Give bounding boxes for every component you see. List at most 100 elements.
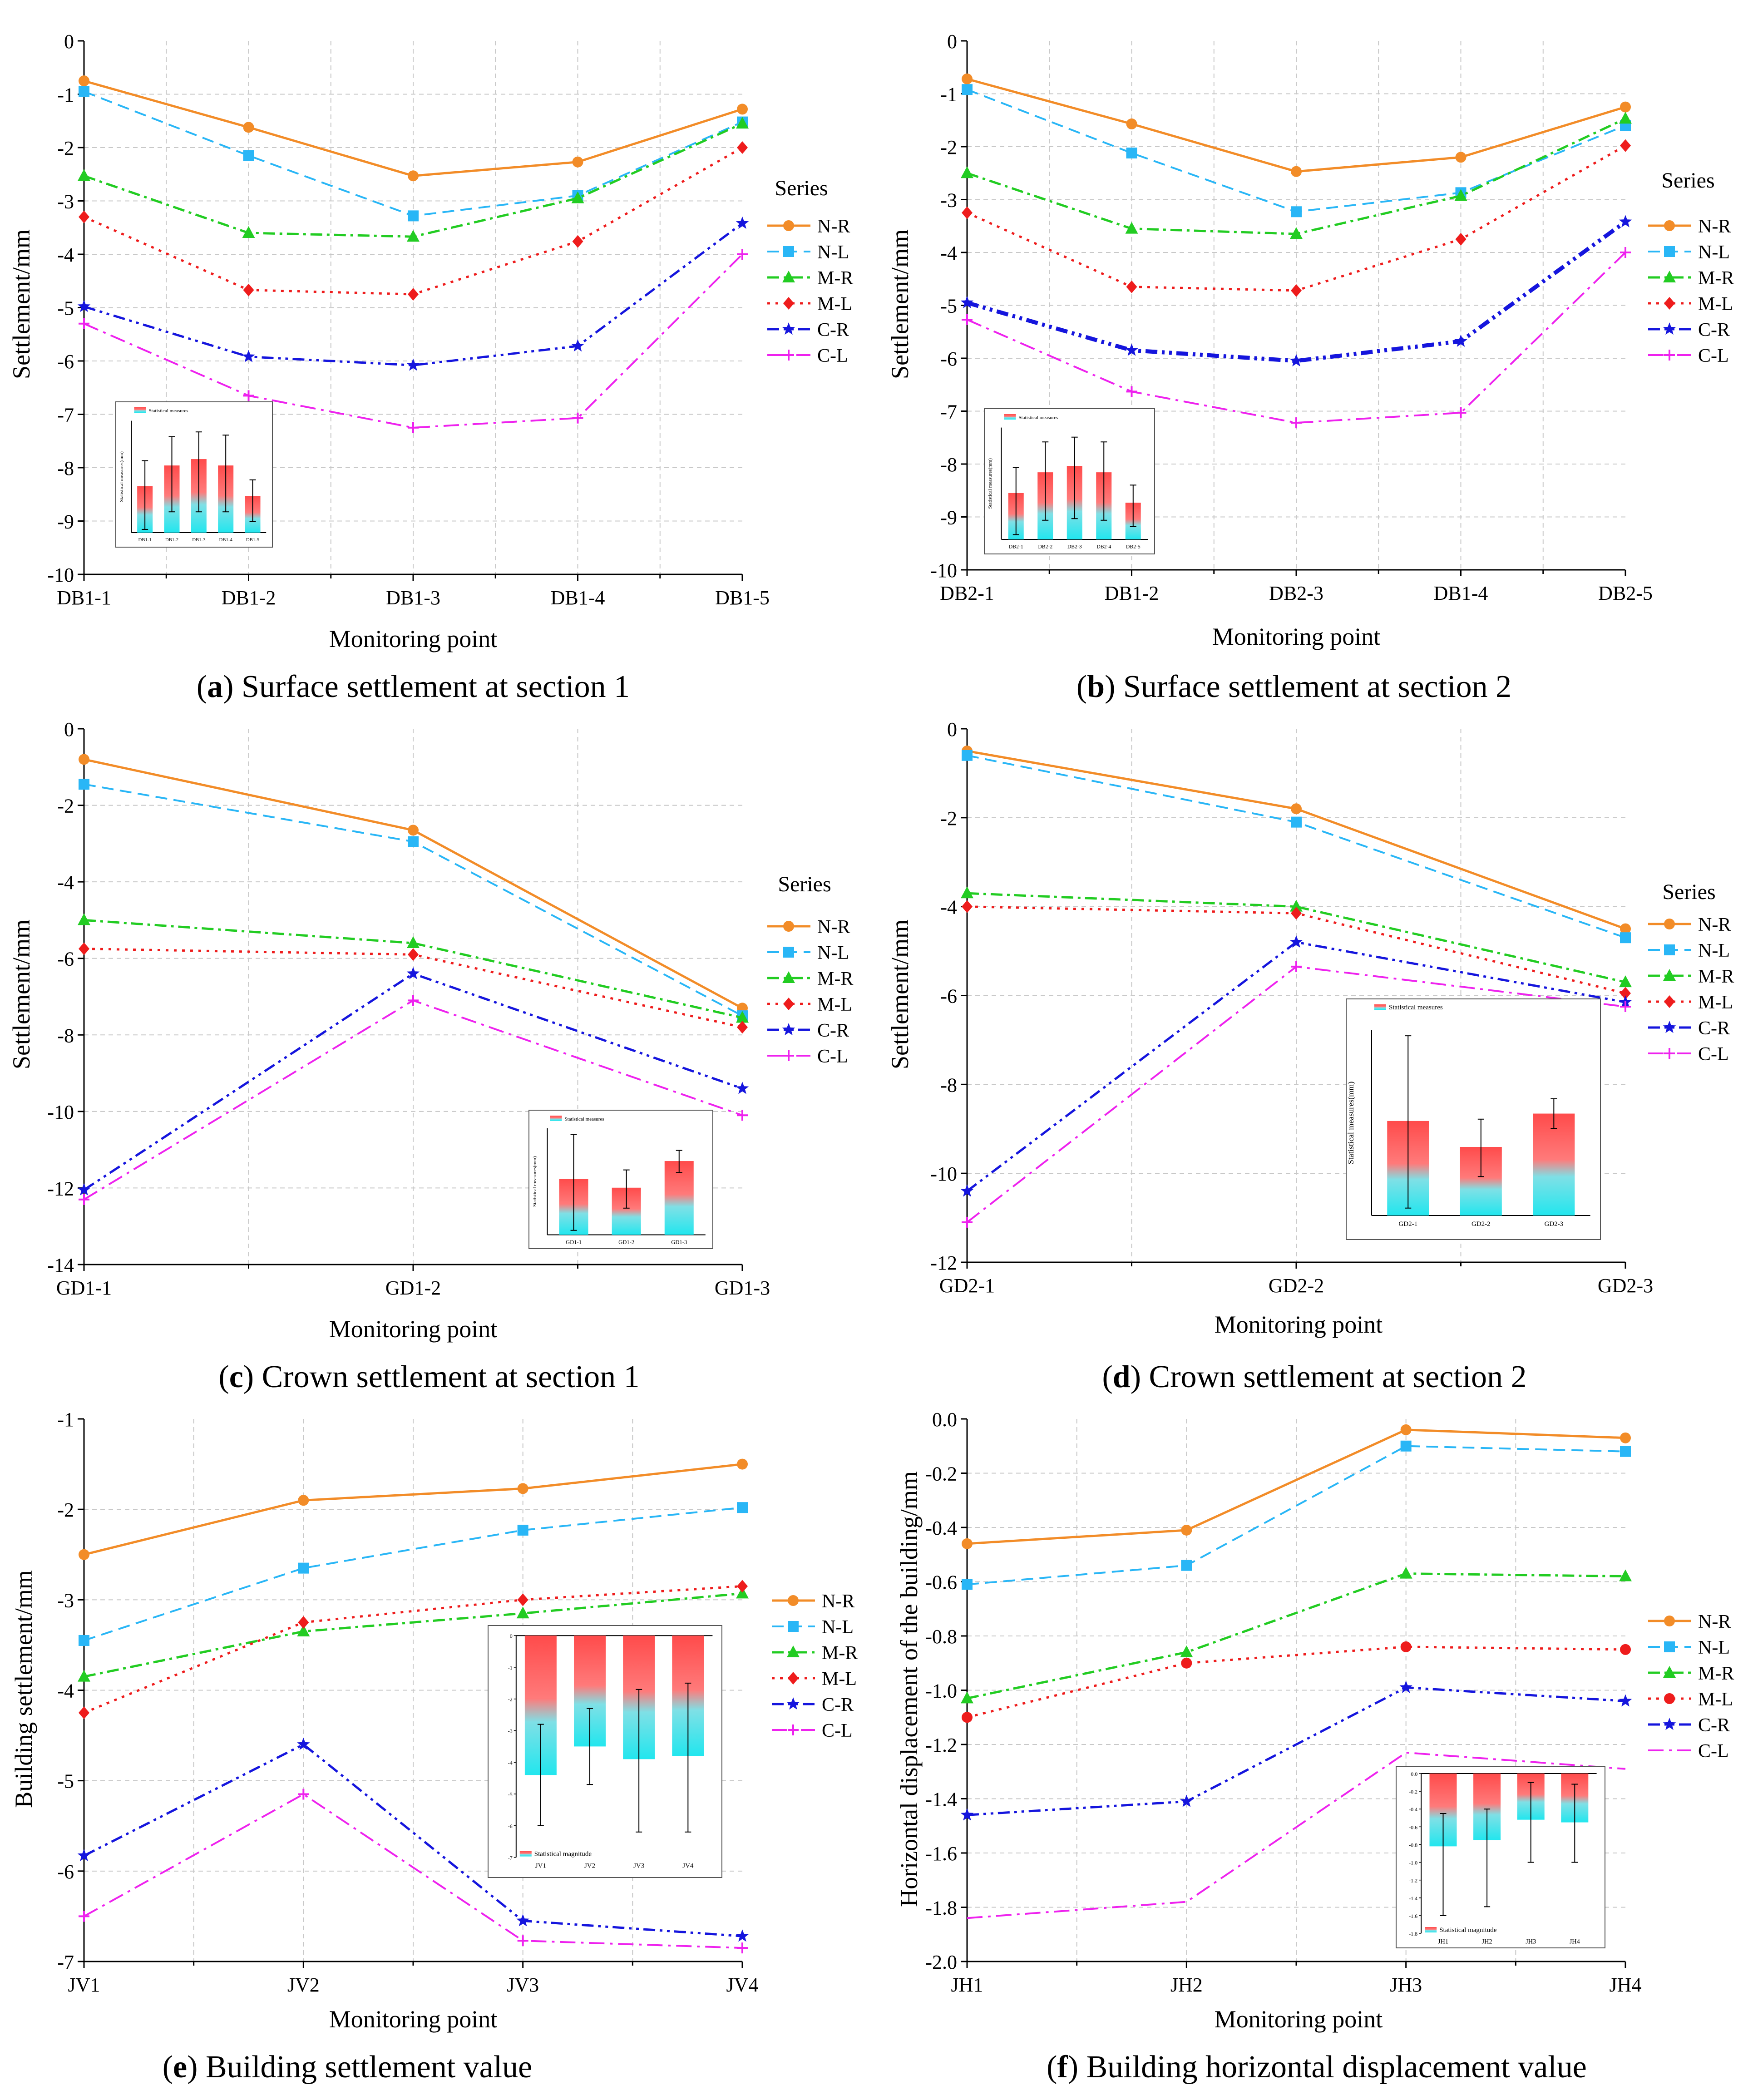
panel-e-ytick-label-1: -2 [57, 1499, 74, 1521]
panel-f-plot: 0.0 -0.2 -0.4 -0.6 -0.8 -1.0 -1.2 -1.4 -1.6 -1.8 -… [925, 1408, 1734, 1996]
panel-c-legend-label-N-L: N-L [817, 943, 849, 964]
panel-d-ytick-label-5: -10 [930, 1163, 957, 1185]
panel-f-inset-ylabel-3: -0.6 [1409, 1824, 1417, 1830]
panel-b-ytick-label-10: -10 [930, 559, 957, 582]
panel-a-ytick-label-6: -6 [57, 351, 74, 373]
panel-f-title: Building horizontal displacement value [1086, 2050, 1587, 2085]
panel-b-series-C-R-point-2 [1289, 354, 1303, 366]
panel-b-legend-marker-N-R [1664, 220, 1675, 231]
panel-f-series-N-L-point-3 [1620, 1446, 1631, 1457]
panel-a-inset-ylabel: Statistical measures(mm) [119, 451, 124, 502]
panel-c-ytick-label-3: -6 [57, 948, 74, 970]
panel-c-ytick-label-5: -10 [47, 1101, 74, 1123]
panel-a-ytick-label-4: -4 [57, 244, 74, 266]
panel-e-series-C-R-point-3 [736, 1929, 749, 1942]
panel-f-ytick-label-3: -0.6 [925, 1571, 957, 1594]
panel-e-series-C-L-point-0 [79, 1911, 89, 1922]
panel-c-inset-legend-label: Statistical measures [565, 1117, 604, 1122]
panel-a-series-C-L-point-4 [737, 249, 748, 260]
panel-a-xtick-label-4: DB1-5 [715, 587, 770, 609]
panel-d-ytick-label-2: -4 [940, 896, 957, 919]
panel-c-series-N-R-point-1 [408, 825, 419, 836]
panel-b-letter: b [1087, 669, 1105, 704]
panel-c-xtick-label-1: GD1-2 [385, 1277, 441, 1299]
panel-e-inset-ylabel-5: -5 [508, 1791, 513, 1798]
panel-b-legend-label-C-R: C-R [1698, 320, 1730, 341]
panel-e-inset-legend-swatch [519, 1851, 532, 1857]
panel-e-series-N-L-line [84, 1507, 743, 1641]
panel-f-inset-ylabel-1: -0.2 [1409, 1789, 1417, 1795]
panel-d-inset-bar-2 [1533, 1113, 1575, 1216]
panel-c-legend-title: Series [778, 872, 831, 896]
panel-a-legend-label-C-R: C-R [817, 320, 849, 341]
panel-b-xtick-label-1: DB1-2 [1105, 582, 1159, 604]
panel-e-series-N-R-line [84, 1463, 743, 1556]
panel-d-series-C-L-point-2 [1620, 1001, 1631, 1012]
panel-d-series-M-L-point-2 [1620, 987, 1631, 1000]
panel-c-series-M-L-point-2 [737, 1021, 748, 1034]
panel-d-ytick-label-3: -6 [940, 985, 957, 1008]
panel-c-series-C-R-point-0 [77, 1183, 91, 1196]
panel-a-legend-marker-C-L [783, 350, 794, 361]
panel-c-ytick-label-4: -8 [57, 1024, 74, 1047]
panel-f-inset-ylabel-6: -1.2 [1409, 1878, 1417, 1884]
panel-d-legend-label-C-L: C-L [1698, 1044, 1729, 1065]
panel-d-series-N-R-point-1 [1291, 803, 1302, 815]
panel-a-series-C-R-point-3 [571, 339, 584, 352]
panel-e-legend-label-M-L: M-L [822, 1669, 857, 1690]
panel-a-legend-marker-N-L [783, 246, 794, 257]
panel-b-series-C-R-point-0 [960, 296, 974, 308]
panel-e-inset-ylabel-4: -4 [508, 1759, 513, 1766]
panel-e-inset-ylabel-6: -6 [508, 1823, 513, 1829]
panel-e-series-C-R-point-1 [297, 1738, 310, 1750]
panel-f-inset: JH1 JH2 JH3 JH4 0.0 -0.2 -0.4 -0.6 -0.8 -1.0 -1.2 -… [1396, 1766, 1605, 1948]
panel-c-series-N-L-point-1 [408, 836, 419, 847]
panel-a-series-C-L-point-1 [243, 390, 254, 401]
panel-b-series-N-R-point-2 [1291, 166, 1302, 177]
panel-c-legend-marker-N-L [783, 947, 794, 958]
panel-a-title: Surface settlement at section 1 [242, 669, 630, 704]
panel-e-series-M-R-point-2 [516, 1606, 529, 1619]
panel-b-series-N-L-point-1 [1126, 147, 1137, 158]
panel-f-inset-ylabel-2: -0.4 [1409, 1806, 1417, 1813]
panel-a-inset-xlabel-4: DB1-5 [246, 537, 259, 543]
panel-a-series-C-L-point-0 [79, 318, 89, 329]
panel-a-series-M-L-point-0 [79, 210, 89, 223]
panel-b-ytick-label-7: -7 [940, 401, 957, 423]
panel-b-series-C-R-point-4 [1619, 215, 1632, 227]
panel-a-ytick-label-1: -1 [57, 84, 74, 106]
panel-b-xlabel: Monitoring point [1212, 623, 1381, 650]
panel-f-series-N-L-line [967, 1445, 1626, 1586]
panel-b-inset-legend-label: Statistical measures [1019, 415, 1058, 420]
panel-d-ytick-label-1: -2 [940, 807, 957, 830]
panel-d-series-C-L-point-0 [962, 1216, 973, 1228]
panel-c-series-C-L-point-2 [737, 1110, 748, 1121]
panel-f-legend-label-M-L: M-L [1698, 1689, 1733, 1710]
panel-b-series-C-L-point-1 [1126, 386, 1137, 397]
panel-e-inset-xlabel-1: JV2 [584, 1863, 595, 1870]
panel-e-series-N-L-point-2 [517, 1524, 528, 1536]
panel-a-ytick-label-9: -9 [57, 511, 74, 533]
panel-f-series-N-L-point-0 [962, 1579, 973, 1590]
panel-f-ytick-label-5: -1.0 [925, 1680, 957, 1702]
panel-b-series-M-L-point-2 [1291, 284, 1302, 297]
panel-f-ytick-label-1: -0.2 [925, 1463, 957, 1485]
panel-a-series-M-R-point-0 [78, 169, 90, 181]
panel-e-series-C-L-point-3 [737, 1942, 748, 1954]
panel-c-ytick-label-7: -14 [47, 1254, 74, 1276]
panel-e-legend-marker-C-L [788, 1724, 799, 1735]
panel-c-series-C-L-point-0 [79, 1194, 89, 1205]
panel-d-series-M-L-point-1 [1291, 907, 1302, 920]
panel-a-series-C-R-point-1 [242, 350, 255, 362]
panel-f-series-M-R-point-0 [961, 1691, 973, 1704]
panel-d-legend-label-N-R: N-R [1698, 914, 1731, 935]
panel-e-legend-marker-N-R [788, 1595, 799, 1606]
panel-f-ytick-label-6: -1.2 [925, 1734, 957, 1756]
panel-d-inset-legend-label: Statistical measures [1389, 1004, 1443, 1011]
panel-a-ytick-label-0: 0 [64, 30, 74, 53]
panel-c-series-M-R-point-0 [78, 913, 90, 925]
panel-a-series-N-R-point-4 [737, 104, 748, 115]
panel-e-legend-marker-C-R [786, 1697, 800, 1710]
